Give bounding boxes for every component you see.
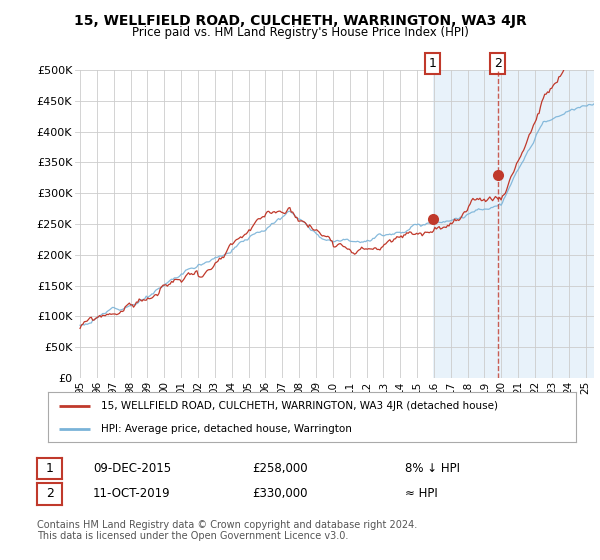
Text: 11-OCT-2019: 11-OCT-2019	[93, 487, 170, 501]
Text: 15, WELLFIELD ROAD, CULCHETH, WARRINGTON, WA3 4JR (detached house): 15, WELLFIELD ROAD, CULCHETH, WARRINGTON…	[101, 400, 498, 410]
Text: 09-DEC-2015: 09-DEC-2015	[93, 462, 171, 475]
Text: ≈ HPI: ≈ HPI	[405, 487, 438, 501]
Text: 2: 2	[46, 487, 54, 501]
Text: HPI: Average price, detached house, Warrington: HPI: Average price, detached house, Warr…	[101, 424, 352, 434]
Text: 1: 1	[46, 462, 54, 475]
Text: Price paid vs. HM Land Registry's House Price Index (HPI): Price paid vs. HM Land Registry's House …	[131, 26, 469, 39]
Text: 15, WELLFIELD ROAD, CULCHETH, WARRINGTON, WA3 4JR: 15, WELLFIELD ROAD, CULCHETH, WARRINGTON…	[74, 14, 526, 28]
Text: 8% ↓ HPI: 8% ↓ HPI	[405, 462, 460, 475]
Text: Contains HM Land Registry data © Crown copyright and database right 2024.
This d: Contains HM Land Registry data © Crown c…	[37, 520, 418, 542]
Text: 2: 2	[494, 57, 502, 70]
Text: £330,000: £330,000	[252, 487, 308, 501]
Text: £258,000: £258,000	[252, 462, 308, 475]
Text: 1: 1	[428, 57, 437, 70]
Bar	[433, 70, 600, 378]
